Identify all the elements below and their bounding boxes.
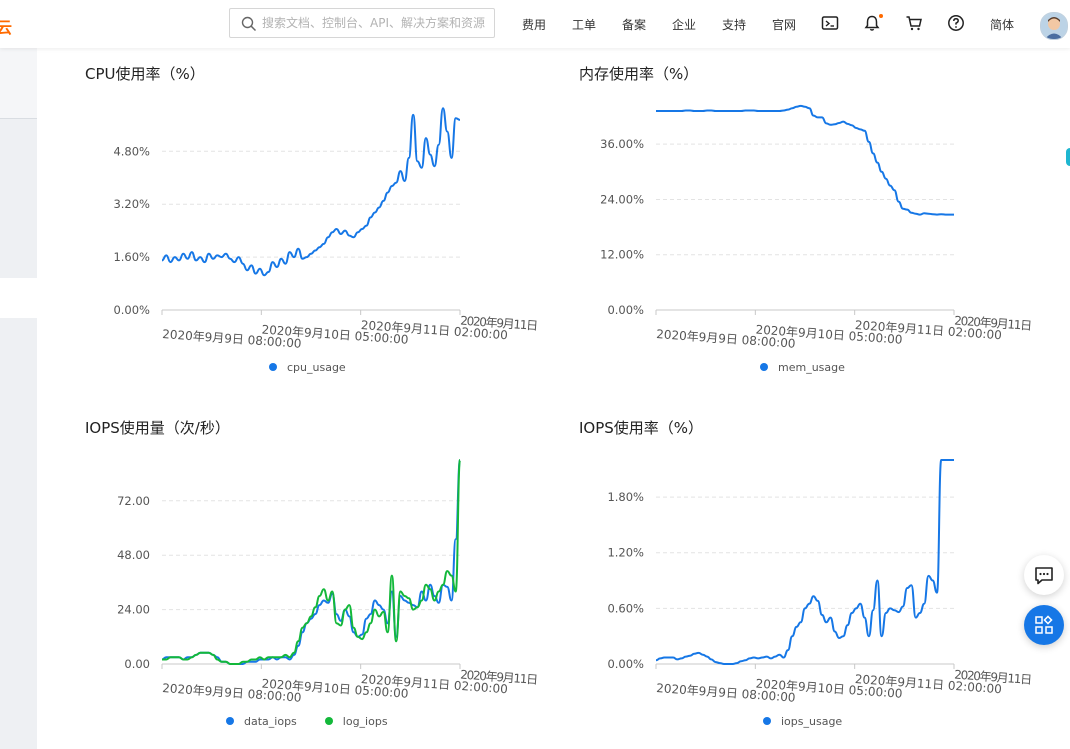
y-tick-label: 24.00 [117, 603, 150, 617]
legend-label: log_iops [342, 715, 388, 728]
sidebar-item[interactable] [0, 48, 37, 118]
nav-support[interactable]: 支持 [722, 18, 747, 32]
y-tick-label: 0.00% [607, 303, 644, 317]
legend-dot [324, 717, 333, 725]
legend-label: data_iops [244, 715, 297, 728]
language-switch[interactable]: 简体 [990, 18, 1015, 32]
x-tick-label: 2020年9月11日 [954, 668, 1033, 687]
series-line-iops_usage [655, 459, 954, 665]
legend-item[interactable]: cpu_usage [269, 361, 346, 374]
legend-item[interactable]: iops_usage [763, 715, 842, 728]
x-tick-label: 2020年9月11日 [954, 314, 1033, 333]
y-tick-label: 1.60% [113, 250, 150, 264]
sidebar-item[interactable] [0, 278, 37, 318]
y-tick-label: 1.20% [607, 546, 644, 560]
nav-enterprise[interactable]: 企业 [672, 18, 697, 32]
sidebar-collapsed [0, 48, 37, 749]
bell-icon[interactable] [863, 14, 881, 32]
edge-tab[interactable] [1066, 148, 1070, 166]
terminal-icon[interactable] [821, 14, 839, 32]
y-tick-label: 0.00% [607, 657, 644, 671]
y-tick-label: 24.00% [600, 192, 644, 206]
x-tick-label: 2020年9月11日 [460, 314, 539, 333]
nav-tickets[interactable]: 工单 [572, 18, 597, 32]
legend-dot [226, 717, 234, 725]
legend-item[interactable]: data_iops [226, 715, 297, 728]
y-tick-label: 0.00% [113, 303, 150, 317]
x-tick-label: 2020年9月11日 [460, 668, 539, 687]
y-tick-label: 0.00 [124, 657, 150, 671]
chat-button[interactable] [1024, 555, 1064, 595]
chart-title-iops-rate: IOPS使用率（%） [579, 419, 704, 437]
y-tick-label: 0.60% [607, 601, 644, 615]
y-tick-label: 12.00% [600, 248, 644, 262]
y-tick-label: 36.00% [600, 137, 644, 151]
legend-label: cpu_usage [287, 361, 346, 374]
series-line-cpu_usage [161, 107, 461, 277]
series-line-mem_usage [656, 104, 955, 216]
legend-item[interactable]: mem_usage [760, 361, 845, 374]
nav-icp[interactable]: 备案 [622, 18, 647, 32]
notification-dot [879, 14, 883, 18]
chart-title-memory: 内存使用率（%） [579, 65, 699, 83]
apps-button[interactable] [1024, 605, 1064, 645]
legend-dot [760, 363, 768, 371]
legend-iops-rate[interactable]: iops_usage [763, 715, 870, 728]
nav-fees[interactable]: 费用 [522, 18, 547, 32]
legend-item[interactable]: log_iops [324, 715, 388, 728]
series-line-data_iops [161, 459, 461, 665]
legend-label: mem_usage [778, 361, 845, 374]
search-icon [241, 16, 257, 32]
logo[interactable]: 云 [0, 18, 13, 37]
y-tick-label: 72.00 [117, 494, 150, 508]
sidebar-divider [0, 118, 37, 119]
help-icon[interactable] [947, 14, 965, 32]
series-line-log_iops [162, 459, 461, 665]
chart-0: 0.00%1.60%3.20%4.80%2020年9月9日 08:00:0020… [113, 107, 539, 351]
search-box[interactable] [229, 8, 495, 38]
top-bar: 云 费用 工单 备案 企业 支持 官网 简体 [0, 0, 1070, 48]
legend-cpu[interactable]: cpu_usage [269, 361, 374, 374]
y-tick-label: 48.00 [117, 548, 150, 562]
cart-icon[interactable] [905, 14, 923, 32]
chart-title-cpu: CPU使用率（%） [85, 65, 205, 83]
chart-1: 0.00%12.00%24.00%36.00%2020年9月9日 08:00:0… [600, 104, 1033, 351]
legend-iops-count[interactable]: data_iops log_iops [226, 715, 416, 728]
chart-title-iops-count: IOPS使用量（次/秒） [85, 419, 230, 437]
y-tick-label: 4.80% [113, 144, 150, 158]
search-input[interactable] [262, 10, 490, 36]
avatar[interactable] [1040, 12, 1068, 40]
legend-memory[interactable]: mem_usage [760, 361, 873, 374]
y-tick-label: 3.20% [113, 197, 150, 211]
nav-official[interactable]: 官网 [772, 18, 797, 32]
legend-dot [763, 717, 771, 725]
avatar-image [1041, 13, 1067, 39]
chat-icon [1035, 567, 1053, 585]
y-tick-label: 1.80% [607, 490, 644, 504]
chart-3: 0.00%0.60%1.20%1.80%2020年9月9日 08:00:0020… [607, 459, 1033, 705]
legend-label: iops_usage [781, 715, 843, 728]
legend-dot [269, 363, 277, 371]
apps-icon [1035, 615, 1053, 634]
